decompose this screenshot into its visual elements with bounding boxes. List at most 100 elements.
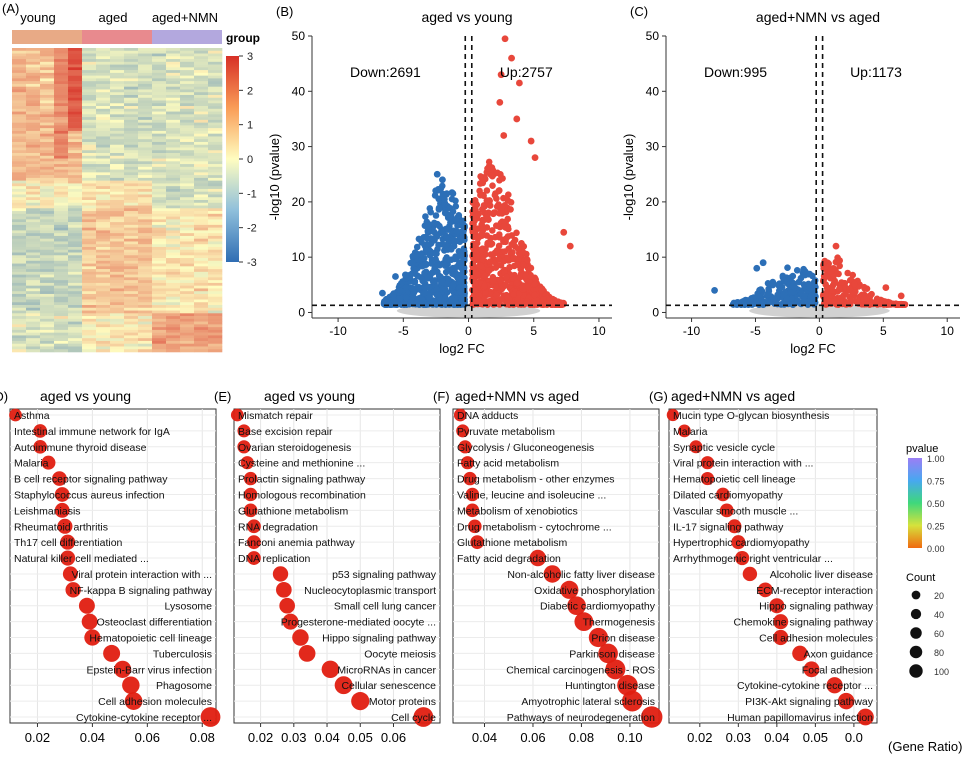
heatmap-cell xyxy=(110,64,125,68)
heatmap-cell xyxy=(124,205,139,209)
heatmap-cell xyxy=(124,177,139,181)
term-dot xyxy=(33,439,48,454)
heatmap-cell xyxy=(194,122,209,126)
heatmap-cell xyxy=(54,158,69,162)
up-point xyxy=(527,273,535,281)
term-dot xyxy=(735,550,750,566)
heatmap-cell xyxy=(166,141,181,146)
term-label: Amyotrophic lateral sclerosis xyxy=(521,696,655,708)
heatmap-cell xyxy=(96,188,111,193)
heatmap-cell xyxy=(68,208,83,212)
heatmap-cell xyxy=(68,285,83,289)
heatmap-cell xyxy=(54,246,69,251)
heatmap-cell xyxy=(82,70,97,74)
up-point xyxy=(517,300,525,308)
heatmap-cell xyxy=(110,213,125,217)
heatmap-cell xyxy=(166,172,181,176)
heatmap-cell xyxy=(152,86,167,90)
heatmap-cell xyxy=(26,50,41,54)
up-point xyxy=(493,291,501,299)
heatmap-cell xyxy=(26,277,41,281)
heatmap-cell xyxy=(124,235,139,239)
heatmap-cell xyxy=(68,246,83,251)
heatmap-cell xyxy=(110,327,125,331)
heatmap-cell xyxy=(40,75,55,79)
heatmap-cell xyxy=(152,169,167,173)
heatmap-cell xyxy=(54,78,69,82)
heatmap-cell xyxy=(96,78,111,82)
term-dot xyxy=(351,692,370,711)
heatmap-cell xyxy=(194,277,209,281)
heatmap-cell xyxy=(208,233,223,237)
term-dot xyxy=(54,502,70,518)
up-point xyxy=(507,206,514,213)
up-point xyxy=(478,246,485,254)
heatmap-cell xyxy=(26,103,41,107)
heatmap-cell xyxy=(138,106,153,110)
heatmap-cell xyxy=(96,108,111,112)
down-point xyxy=(419,277,427,285)
heatmap-cell xyxy=(96,72,111,76)
heatmap-cell xyxy=(124,108,139,112)
up-point xyxy=(486,202,494,209)
heatmap-cell xyxy=(124,296,139,300)
heatmap-cell xyxy=(26,274,41,278)
heatmap-cell xyxy=(26,128,41,132)
heatmap-cell xyxy=(82,235,97,239)
heatmap-cell xyxy=(12,211,27,215)
heatmap-cell xyxy=(82,64,97,68)
heatmap-cell xyxy=(194,75,209,79)
heatmap-cell xyxy=(54,108,69,112)
heatmap-cell xyxy=(54,106,69,110)
heatmap-cell xyxy=(40,106,55,110)
up-point xyxy=(849,271,856,279)
heatmap-cell xyxy=(110,216,125,220)
down-point xyxy=(748,301,755,308)
heatmap-cell xyxy=(208,271,223,275)
term-label: Cellular senescence xyxy=(341,680,436,692)
heatmap-cell xyxy=(26,75,41,79)
x-tick-label: 0.02 xyxy=(248,730,273,745)
heatmap-cell xyxy=(180,133,195,137)
heatmap-cell xyxy=(166,191,181,195)
heatmap-cell xyxy=(12,136,27,140)
heatmap-cell xyxy=(82,56,97,60)
term-dot xyxy=(54,487,70,502)
up-point xyxy=(490,210,497,218)
heatmap-cell xyxy=(26,269,41,273)
term-label: Homologous recombination xyxy=(238,489,366,501)
heatmap-cell xyxy=(208,191,223,195)
heatmap-cell xyxy=(124,238,139,242)
heatmap-cell xyxy=(54,155,69,159)
heatmap-cell xyxy=(110,177,125,181)
heatmap-cell xyxy=(82,310,97,314)
heatmap-cell xyxy=(12,197,27,201)
heatmap-cell xyxy=(166,302,181,306)
heatmap-cell xyxy=(12,258,27,262)
heatmap-cell xyxy=(194,175,209,179)
heatmap-cell xyxy=(180,222,195,226)
heatmap-cell xyxy=(26,136,41,140)
down-point xyxy=(778,283,786,291)
x-tick-label: 0.08 xyxy=(569,730,594,745)
heatmap-cell xyxy=(40,147,55,151)
heatmap-cell xyxy=(40,296,55,300)
heatmap-cell xyxy=(166,72,181,76)
heatmap-cell xyxy=(138,147,153,151)
term-label: Leishmaniasis xyxy=(14,505,81,517)
heatmap-cell xyxy=(152,313,167,317)
heatmap-cell xyxy=(12,191,27,195)
x-tick-label: -10 xyxy=(329,324,347,338)
heatmap-cell xyxy=(68,197,83,201)
heatmap-cell xyxy=(82,61,97,65)
heatmap-cell xyxy=(54,227,69,231)
term-dot xyxy=(60,550,76,566)
up-point xyxy=(473,239,481,247)
heatmap-cell xyxy=(208,249,223,253)
heatmap-cell xyxy=(12,75,27,79)
heatmap-cell xyxy=(152,274,167,278)
pvalue-color-scale xyxy=(908,458,922,548)
heatmap-cell xyxy=(68,230,83,234)
heatmap-cell xyxy=(110,183,125,187)
